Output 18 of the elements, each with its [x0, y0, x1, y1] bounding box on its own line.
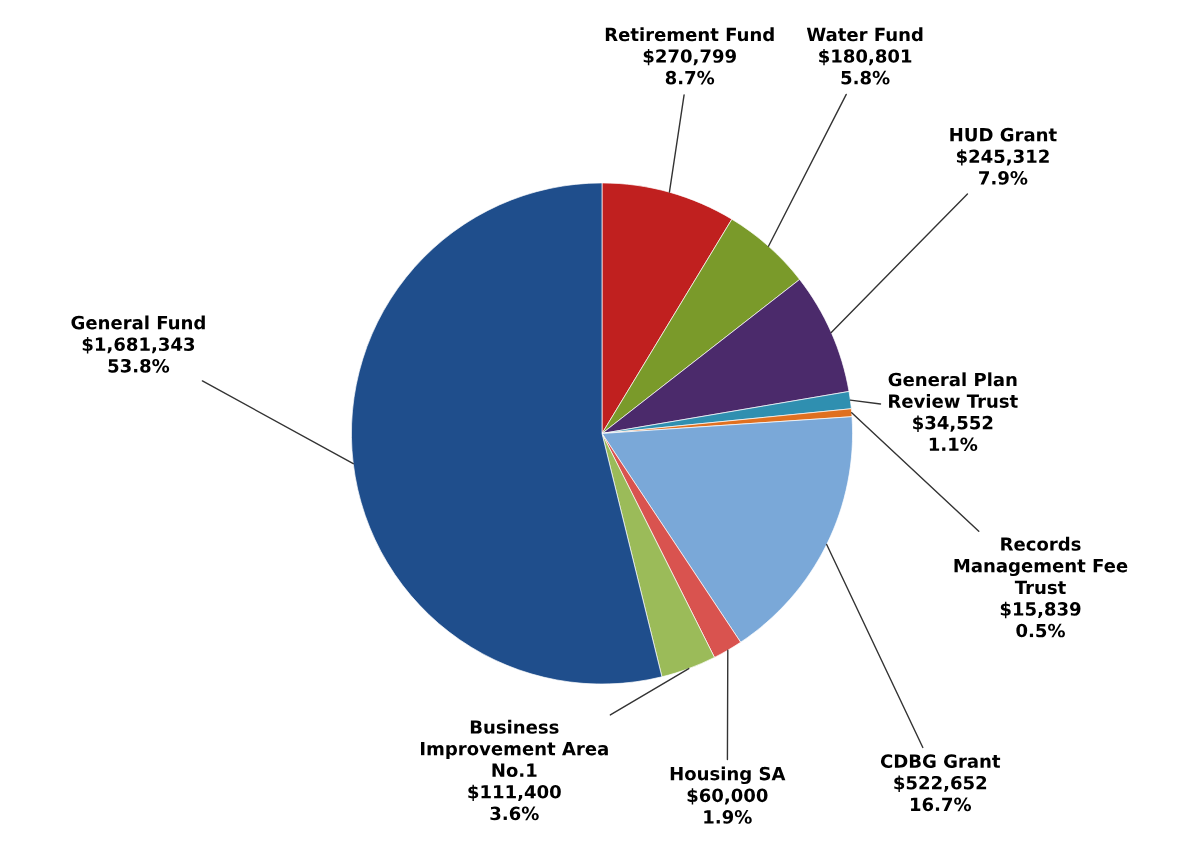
- slice-label: HUD Grant: [950, 127, 1057, 142]
- slice-label: Water Fund: [806, 27, 923, 42]
- data-label: $15,839 0.5%: [1000, 601, 1081, 638]
- slice-label: General Plan Review Trust: [888, 372, 1018, 408]
- data-label: $180,801 5.8%: [819, 48, 912, 85]
- slice-label: General Fund: [71, 315, 205, 330]
- slice-label: Retirement Fund: [605, 27, 774, 42]
- slice-label: Records Management Fee Trust: [954, 536, 1128, 595]
- slice-label: CDBG Grant: [880, 754, 1001, 768]
- slice-label: Housing SA: [670, 766, 786, 785]
- data-label: $270,799 8.7%: [643, 48, 736, 85]
- data-label: $111,400 3.6%: [468, 784, 561, 821]
- data-label: $522,652 16.7%: [894, 775, 987, 812]
- slice-label: Business Improvement Area No.1: [421, 719, 608, 778]
- data-label: $1,681,343 53.8%: [82, 337, 195, 373]
- data-label: $34,552 1.1%: [913, 415, 993, 452]
- data-label: $245,312 7.9%: [956, 149, 1049, 185]
- data-label: $60,000 1.9%: [687, 788, 768, 824]
